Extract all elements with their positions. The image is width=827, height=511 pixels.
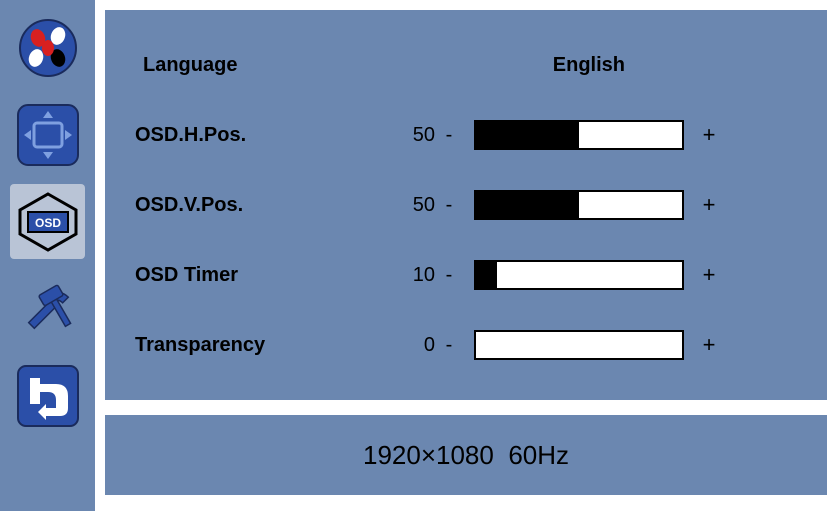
osd-v-pos-label: OSD.V.Pos. <box>135 194 375 217</box>
position-icon <box>16 103 80 167</box>
reset-icon <box>16 364 80 428</box>
status-gap <box>494 440 508 471</box>
transparency-slider[interactable] <box>474 330 684 360</box>
minus-button-hpos[interactable]: - <box>439 124 459 147</box>
osd-h-pos-label: OSD.H.Pos. <box>135 124 375 147</box>
sidebar-item-color[interactable] <box>10 10 85 85</box>
osd-sidebar: OSD <box>0 0 95 511</box>
plus-button-vpos[interactable]: + <box>699 192 719 218</box>
svg-text:OSD: OSD <box>34 216 60 230</box>
status-bar: 1920×1080 60Hz <box>105 415 827 495</box>
status-resolution: 1920×1080 <box>363 440 494 471</box>
minus-button-vpos[interactable]: - <box>439 194 459 217</box>
osd-timer-slider[interactable] <box>474 260 684 290</box>
plus-button-timer[interactable]: + <box>699 262 719 288</box>
osd-timer-fill <box>476 262 497 288</box>
osd-root: OSD <box>0 0 827 511</box>
plus-button-transparency[interactable]: + <box>699 332 719 358</box>
transparency-label: Transparency <box>135 334 375 357</box>
palette-icon <box>16 16 80 80</box>
osd-h-pos-slider[interactable] <box>474 120 684 150</box>
osd-v-pos-value: 50 <box>375 194 435 217</box>
osd-timer-label: OSD Timer <box>135 264 375 287</box>
language-value[interactable]: English <box>375 54 665 77</box>
status-refresh: 60Hz <box>508 440 569 471</box>
tools-icon <box>16 277 80 341</box>
osd-h-pos-value: 50 <box>375 124 435 147</box>
sidebar-item-tools[interactable] <box>10 271 85 346</box>
language-label: Language <box>135 54 375 77</box>
osd-h-pos-fill <box>476 122 579 148</box>
sidebar-item-osd[interactable]: OSD <box>10 184 85 259</box>
osd-panel: Language English OSD.H.Pos. 50 - + OSD.V… <box>105 10 827 400</box>
osd-icon: OSD <box>16 190 80 254</box>
row-osd-h-pos: OSD.H.Pos. 50 - + <box>135 100 807 170</box>
osd-timer-value: 10 <box>375 264 435 287</box>
plus-button-hpos[interactable]: + <box>699 122 719 148</box>
osd-v-pos-slider[interactable] <box>474 190 684 220</box>
sidebar-item-reset[interactable] <box>10 358 85 433</box>
row-transparency: Transparency 0 - + <box>135 310 807 380</box>
osd-main: Language English OSD.H.Pos. 50 - + OSD.V… <box>95 0 827 511</box>
osd-v-pos-fill <box>476 192 579 218</box>
minus-button-timer[interactable]: - <box>439 264 459 287</box>
sidebar-item-position[interactable] <box>10 97 85 172</box>
transparency-value: 0 <box>375 334 435 357</box>
row-osd-timer: OSD Timer 10 - + <box>135 240 807 310</box>
row-language: Language English <box>135 30 807 100</box>
row-osd-v-pos: OSD.V.Pos. 50 - + <box>135 170 807 240</box>
minus-button-transparency[interactable]: - <box>439 334 459 357</box>
